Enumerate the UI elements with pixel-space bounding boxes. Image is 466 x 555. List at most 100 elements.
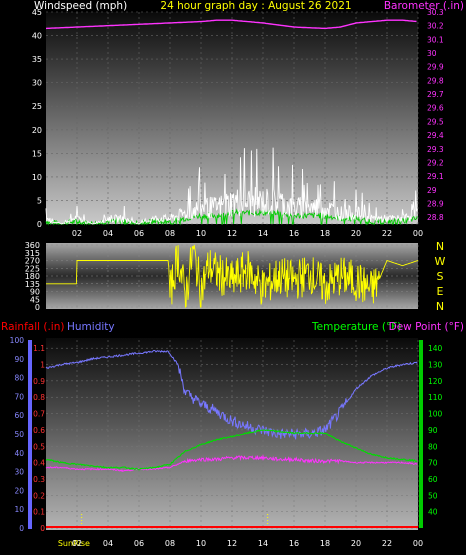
windspeed-tick: 25	[32, 102, 42, 111]
hour-tick: 06	[134, 539, 144, 548]
hour-tick: 12	[227, 229, 237, 238]
temperature-axis-label: Temperature (°F)	[311, 321, 401, 333]
humidity-tick: 10	[14, 505, 24, 514]
barometer-tick: 29.4	[427, 131, 444, 140]
barometer-tick: 29.2	[427, 158, 444, 167]
hour-tick: 20	[351, 229, 361, 238]
compass-letter: E	[437, 285, 444, 298]
rainfall-tick: 0.4	[33, 459, 45, 468]
barometer-tick: 29.1	[427, 172, 444, 181]
temperature-tick: 40	[428, 508, 438, 517]
barometer-ticks: 30.3 30.2 30.1 30 29.9 29.8 29.7 29.6 29.5 29.4 29…	[427, 8, 444, 222]
compass-letter: N	[436, 300, 444, 313]
rainfall-axis-label: Rainfall (.in)	[1, 321, 64, 333]
direction-tick: 360	[25, 241, 40, 250]
humidity-tick: 40	[14, 449, 24, 458]
barometer-tick: 30.2	[427, 22, 444, 31]
hour-tick: 04	[103, 229, 113, 238]
direction-tick: 315	[25, 249, 40, 258]
temperature-tick: 50	[428, 491, 438, 500]
hour-tick: 18	[320, 539, 330, 548]
hour-tick: 14	[258, 539, 268, 548]
hour-tick: 02	[72, 539, 82, 548]
temperature-tick: 140	[428, 344, 443, 353]
temperature-tick: 120	[428, 377, 443, 386]
direction-tick: 180	[25, 272, 40, 281]
hour-tick: 00	[413, 539, 423, 548]
rainfall-tick: 0.5	[33, 442, 45, 451]
panel1-hour-ticks: 02 04 06 08 10 12 14 16 18 20 22 00	[72, 229, 423, 238]
temperature-tick: 130	[428, 361, 443, 370]
rainfall-tick: 0.6	[33, 426, 45, 435]
barometer-tick: 29.7	[427, 90, 444, 99]
barometer-tick: 29.8	[427, 76, 444, 85]
barometer-tick: 30	[427, 49, 437, 58]
barometer-axis-label: Barometer (.in)	[384, 0, 464, 12]
humidity-tick: 20	[14, 486, 24, 495]
windspeed-tick: 45	[32, 8, 42, 17]
hour-tick: 20	[351, 539, 361, 548]
humidity-line	[45, 349, 418, 440]
temperature-tick: 110	[428, 393, 443, 402]
rainfall-tick: 1	[40, 361, 45, 370]
windspeed-tick: 15	[32, 149, 42, 158]
compass-letter: S	[437, 270, 444, 283]
sunrise-label: SunRise	[58, 539, 90, 548]
temperature-axis-bar	[419, 340, 423, 528]
direction-tick: 90	[30, 288, 40, 297]
rainfall-tick: 0.3	[33, 475, 45, 484]
rainfall-tick: 0.2	[33, 491, 45, 500]
temperature-ticks: 140 130 120 110 100 90 80 70 60 50 40	[428, 344, 443, 516]
windspeed-tick: 30	[32, 79, 42, 88]
compass-letter: W	[435, 255, 446, 268]
humidity-tick: 80	[14, 374, 24, 383]
barometer-line	[45, 19, 417, 30]
temperature-lines	[45, 349, 418, 528]
hour-tick: 22	[382, 539, 392, 548]
hour-tick: 22	[382, 229, 392, 238]
rainfall-tick: 0.8	[33, 393, 45, 402]
windspeed-tick: 20	[32, 126, 42, 135]
rainfall-tick: 0.7	[33, 410, 45, 419]
rainfall-ticks: 1.1 1 0.9 0.8 0.7 0.6 0.5 0.4 0.3 0.2 0.1 0	[33, 344, 45, 533]
hour-tick: 10	[196, 539, 206, 548]
rainfall-tick: 0.9	[33, 377, 45, 386]
dewpoint-line	[45, 454, 418, 472]
humidity-tick: 70	[14, 392, 24, 401]
rainfall-tick: 1.1	[33, 344, 45, 353]
compass-letter: N	[436, 240, 444, 253]
hour-tick: 06	[134, 229, 144, 238]
direction-tick: 270	[25, 257, 40, 266]
barometer-tick: 28.9	[427, 199, 444, 208]
direction-tick: 45	[30, 295, 40, 304]
hour-tick: 04	[103, 539, 113, 548]
humidity-tick: 0	[19, 524, 24, 533]
rainfall-tick: 0	[40, 524, 45, 533]
barometer-tick: 30.3	[427, 8, 444, 17]
windspeed-tick: 0	[37, 220, 42, 229]
hour-tick: 08	[165, 539, 175, 548]
humidity-tick: 100	[10, 336, 25, 345]
windspeed-line	[45, 147, 418, 225]
wind-direction-line	[46, 244, 419, 309]
windspeed-tick: 10	[32, 173, 42, 182]
rainfall-tick: 0.1	[33, 508, 45, 517]
humidity-tick: 90	[14, 355, 24, 364]
temperature-tick: 90	[428, 426, 438, 435]
humidity-tick: 30	[14, 468, 24, 477]
hour-tick: 02	[72, 229, 82, 238]
windspeed-axis-label: Windspeed (mph)	[34, 0, 127, 12]
hour-tick: 18	[320, 229, 330, 238]
temperature-tick: 80	[428, 442, 438, 451]
temperature-tick: 60	[428, 475, 438, 484]
hour-tick: 16	[289, 229, 299, 238]
wind-direction-lines	[46, 244, 419, 309]
wind-pressure-lines	[45, 19, 418, 226]
hour-tick: 00	[413, 229, 423, 238]
windspeed-tick: 5	[37, 196, 42, 205]
humidity-tick: 60	[14, 411, 24, 420]
